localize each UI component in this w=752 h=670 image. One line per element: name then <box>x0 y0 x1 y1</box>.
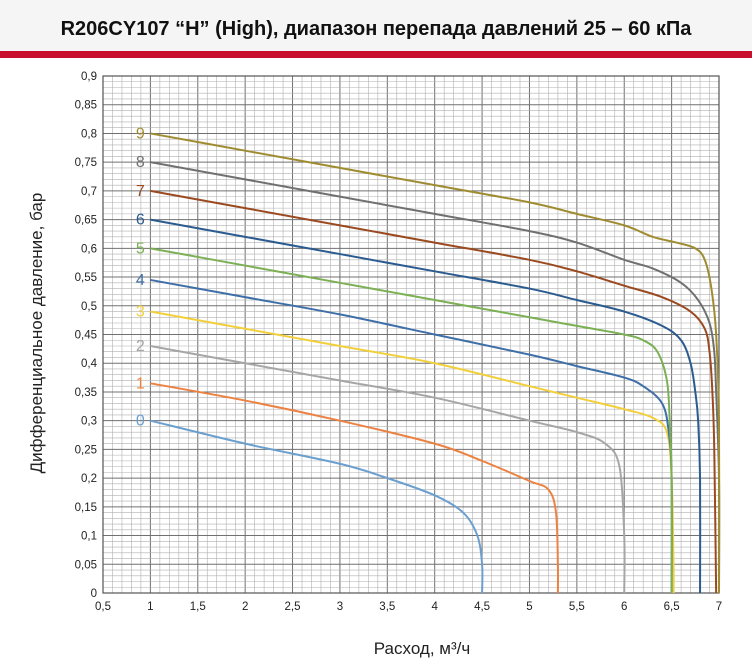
curve-7 <box>150 189 718 594</box>
x-tick-label: 4,5 <box>474 601 490 613</box>
y-tick-labels: 0 0,05 0,1 0,15 0,2 0,25 0,3 0,35 0,4 0,45 0,5 0,55… <box>75 71 98 600</box>
x-tick-label: 5,5 <box>569 601 585 613</box>
chart-title: R206CY107 “H” (High), диапазон перепада … <box>60 18 692 40</box>
y-tick-label: 0,15 <box>75 502 97 514</box>
curve-label-5: 5 <box>136 240 145 257</box>
x-tick-label: 6 <box>621 601 627 613</box>
y-tick-label: 0,1 <box>81 531 97 543</box>
x-tick-label: 1 <box>147 601 153 613</box>
y-tick-label: 0,85 <box>75 100 97 112</box>
x-tick-label: 3 <box>337 601 343 613</box>
y-tick-label: 0,35 <box>75 387 97 399</box>
curve-label-3: 3 <box>136 304 145 321</box>
y-tick-label: 0 <box>91 588 97 600</box>
curve-label-0: 0 <box>136 413 145 430</box>
y-tick-label: 0,25 <box>75 444 97 456</box>
x-tick-label: 0,5 <box>95 601 111 613</box>
x-tick-labels: 0,5 1 1,5 2 2,5 3 3,5 4 4,5 5 5,5 6 6,5 7 <box>95 601 722 613</box>
curve-label-1: 1 <box>136 375 145 392</box>
curve-5 <box>150 247 673 594</box>
x-tick-label: 2,5 <box>285 601 301 613</box>
curve-label-7: 7 <box>136 183 145 200</box>
x-tick-label: 4 <box>431 601 438 613</box>
curve-label-2: 2 <box>136 338 145 355</box>
curve-label-6: 6 <box>136 212 145 229</box>
x-tick-label: 6,5 <box>664 601 680 613</box>
curves <box>150 132 721 594</box>
x-axis-label: Расход, м³/ч <box>374 639 470 658</box>
y-tick-label: 0,3 <box>81 416 97 428</box>
x-tick-label: 5 <box>526 601 532 613</box>
y-tick-label: 0,8 <box>81 128 97 140</box>
x-tick-label: 1,5 <box>190 601 206 613</box>
y-tick-label: 0,9 <box>81 71 97 83</box>
curve-1 <box>150 382 560 594</box>
y-tick-label: 0,45 <box>75 330 97 342</box>
y-tick-label: 0,2 <box>81 473 97 485</box>
y-tick-label: 0,4 <box>81 358 98 370</box>
curve-6 <box>150 218 702 594</box>
x-tick-label: 3,5 <box>379 601 395 613</box>
title-bar: R206CY107 “H” (High), диапазон перепада … <box>0 0 752 58</box>
x-tick-label: 7 <box>716 601 722 613</box>
y-tick-label: 0,75 <box>75 157 97 169</box>
curve-0 <box>150 419 484 594</box>
y-tick-label: 0,7 <box>81 186 97 198</box>
curve-label-9: 9 <box>136 125 145 142</box>
y-tick-label: 0,5 <box>81 301 97 313</box>
curve-label-8: 8 <box>136 154 145 171</box>
curve-label-4: 4 <box>136 272 145 289</box>
y-tick-label: 0,05 <box>75 559 97 571</box>
y-tick-label: 0,55 <box>75 272 97 284</box>
x-tick-label: 2 <box>242 601 248 613</box>
y-tick-label: 0,6 <box>81 243 97 255</box>
curve-labels: 0 1 2 3 4 5 6 7 8 9 <box>136 125 145 429</box>
grid <box>102 75 720 594</box>
curve-2 <box>150 345 626 594</box>
y-tick-label: 0,65 <box>75 215 97 227</box>
curve-9 <box>150 132 721 594</box>
plot-frame <box>102 75 720 594</box>
y-axis-label: Дифференциальное давление, бар <box>27 193 46 474</box>
curve-8 <box>150 161 721 594</box>
